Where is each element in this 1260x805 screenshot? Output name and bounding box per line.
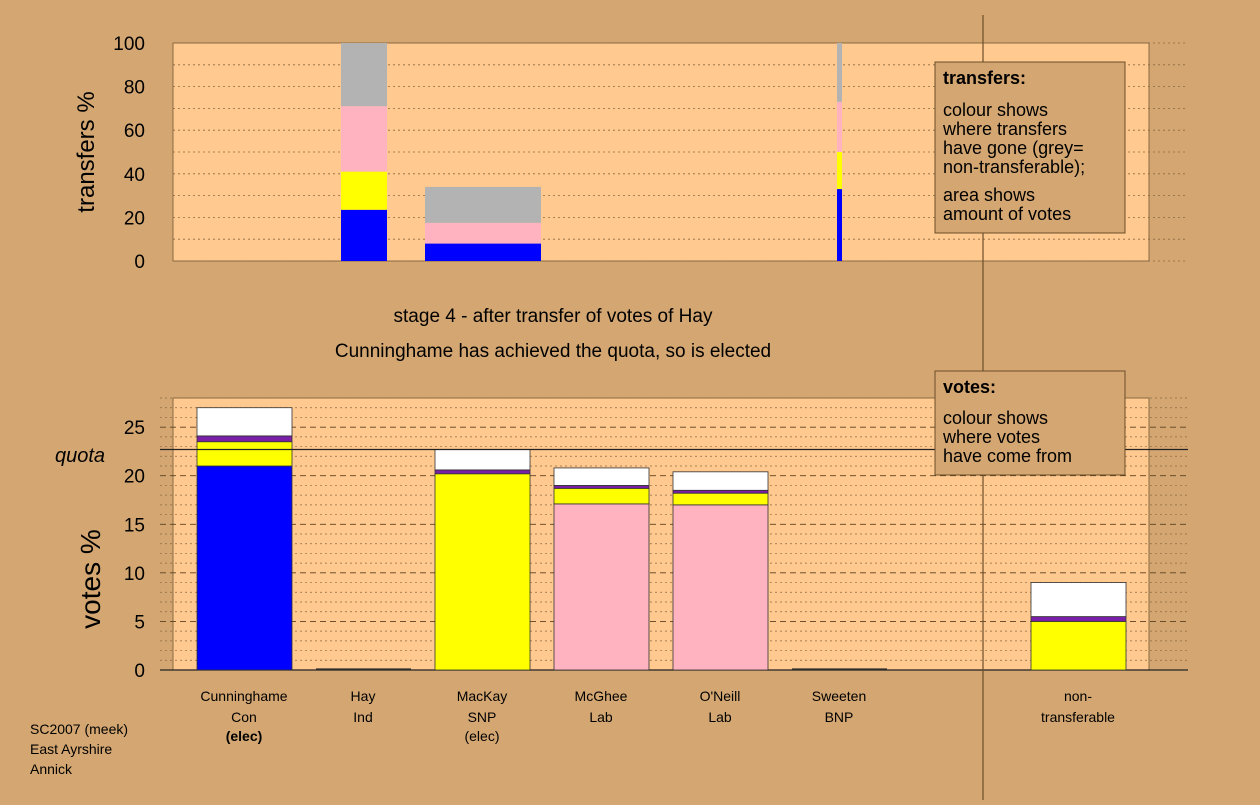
footer-line: East Ayrshire: [30, 741, 112, 757]
votes-bar-segment: [553, 485, 650, 489]
transfers-bar-segment: [341, 209, 387, 261]
candidate-party: Ind: [353, 709, 372, 725]
transfers-ytick-label: 0: [134, 252, 145, 273]
transfers-ylabel: transfers %: [73, 91, 100, 212]
candidate-name: MacKay: [457, 688, 508, 704]
legend-votes-line: colour shows: [943, 408, 1048, 428]
votes-bar-segment: [672, 504, 769, 671]
votes-bar-segment: [434, 473, 531, 671]
votes-bar-segment: [553, 503, 650, 671]
votes-bar-segment: [672, 489, 769, 494]
transfers-ytick-label: 60: [124, 121, 145, 142]
transfers-bars: [341, 43, 842, 261]
transfers-bar-segment: [425, 243, 541, 261]
transfers-yticks: 0 20 40 60 80 100: [113, 34, 145, 273]
legend-votes: votes: colour shows where votes have com…: [934, 370, 1126, 476]
footer-line: SC2007 (meek): [30, 721, 128, 737]
legend-transfers-line: where transfers: [942, 119, 1067, 139]
legend-transfers-title: transfers:: [943, 68, 1026, 88]
legend-votes-title: votes:: [943, 377, 996, 397]
candidate-status: (elec): [464, 728, 499, 744]
candidate-party: Lab: [589, 709, 613, 725]
candidate-party: transferable: [1041, 709, 1115, 725]
votes-ytick-label: 15: [124, 515, 145, 536]
candidate-party: BNP: [825, 709, 854, 725]
transfers-ytick-label: 100: [113, 34, 145, 55]
votes-bar-segment: [553, 467, 650, 486]
legend-transfers-line: colour shows: [943, 100, 1048, 120]
votes-bar-segment: [434, 469, 531, 475]
votes-bar-segment: [196, 435, 293, 443]
legend-transfers-line: area shows: [943, 185, 1035, 205]
votes-bar-segment: [196, 465, 293, 671]
legend-transfers-line: have gone (grey=: [943, 138, 1084, 158]
votes-bar-segment: [196, 407, 293, 437]
votes-bar-segment: [553, 487, 650, 505]
transfers-bar-segment: [425, 222, 541, 244]
votes-ytick-label: 0: [134, 661, 145, 682]
votes-bar-segment: [1030, 616, 1127, 622]
candidate-party: SNP: [468, 709, 497, 725]
transfers-bar-segment: [837, 43, 842, 102]
transfers-ytick-label: 40: [124, 165, 145, 186]
candidate-name: non-: [1064, 688, 1092, 704]
legend-votes-line: where votes: [942, 427, 1040, 447]
votes-bar-segment: [672, 492, 769, 506]
legend-transfers-line: non-transferable);: [943, 157, 1085, 177]
transfers-bar-segment: [837, 152, 842, 190]
candidate-labels: Cunninghame Con (elec) Hay Ind MacKay SNP (elec…: [200, 688, 1115, 744]
legend-votes-line: have come from: [943, 446, 1072, 466]
candidate-name: Sweeten: [812, 688, 866, 704]
candidate-name: Hay: [351, 688, 376, 704]
legend-transfers: transfers: colour shows where transfers …: [934, 61, 1126, 234]
candidate-party: Lab: [708, 709, 732, 725]
votes-yticks: 0 5 10 15 20 25: [124, 418, 145, 682]
votes-bar-segment: [196, 441, 293, 467]
transfers-bar-segment: [341, 106, 387, 172]
votes-ytick-label: 10: [124, 564, 145, 585]
votes-bar-segment: [1030, 582, 1127, 617]
transfers-bar-segment: [341, 171, 387, 210]
transfers-ytick-label: 80: [124, 78, 145, 99]
votes-bar-segment: [672, 471, 769, 491]
candidate-name: McGhee: [575, 688, 628, 704]
votes-ytick-label: 25: [124, 418, 145, 439]
stage-subtitle: Cunninghame has achieved the quota, so i…: [335, 341, 771, 362]
stage-title: stage 4 - after transfer of votes of Hay: [394, 306, 713, 327]
votes-bar-segment: [434, 449, 531, 471]
transfers-bar-segment: [837, 189, 842, 261]
transfers-bar-segment: [341, 43, 387, 107]
votes-ytick-label: 5: [134, 612, 145, 633]
candidate-status: (elec): [226, 728, 263, 744]
transfers-ytick-label: 20: [124, 208, 145, 229]
candidate-party: Con: [231, 709, 257, 725]
votes-ytick-label: 20: [124, 467, 145, 488]
votes-ylabel: votes %: [75, 529, 106, 629]
transfers-bar-segment: [837, 101, 842, 152]
votes-bar-segment: [1030, 621, 1127, 671]
candidate-name: Cunninghame: [200, 688, 287, 704]
legend-transfers-line: amount of votes: [943, 204, 1071, 224]
candidate-name: O'Neill: [700, 688, 741, 704]
quota-label: quota: [55, 445, 105, 467]
footer-line: Annick: [30, 761, 73, 777]
votes-bars: [160, 407, 1188, 671]
transfers-bar-segment: [425, 186, 541, 223]
